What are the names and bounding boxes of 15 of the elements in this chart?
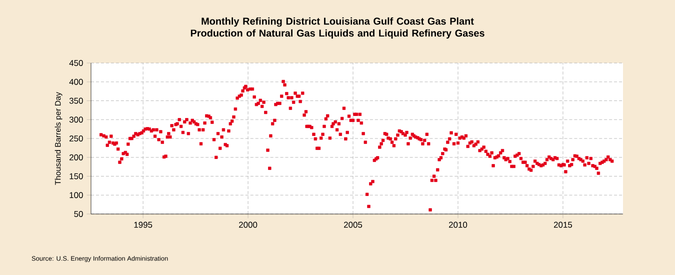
x-tick-label: 1995 xyxy=(134,222,152,228)
x-tick-label: 2010 xyxy=(448,222,468,228)
y-tick-label: 350 xyxy=(69,98,83,104)
y-tick-label: 200 xyxy=(70,154,83,160)
x-tick-label: 2000 xyxy=(239,222,258,228)
x-tick-label: 2005 xyxy=(344,222,362,228)
y-tick-label: 100 xyxy=(70,192,83,198)
y-tick-label: 450 xyxy=(69,60,83,66)
y-tick-label: 150 xyxy=(70,173,83,180)
y-tick-label: 250 xyxy=(70,136,83,142)
x-tick-label: 2015 xyxy=(554,222,572,228)
y-tick-label: 400 xyxy=(69,78,83,85)
y-tick-label: 50 xyxy=(74,211,83,217)
y-tick-label: 300 xyxy=(69,116,83,123)
chart-title: Monthly Refining District Louisiana Gulf Coast Gas Plant Production of Natural Gas Liquids and Liquid Refinery Gases xyxy=(190,17,484,39)
